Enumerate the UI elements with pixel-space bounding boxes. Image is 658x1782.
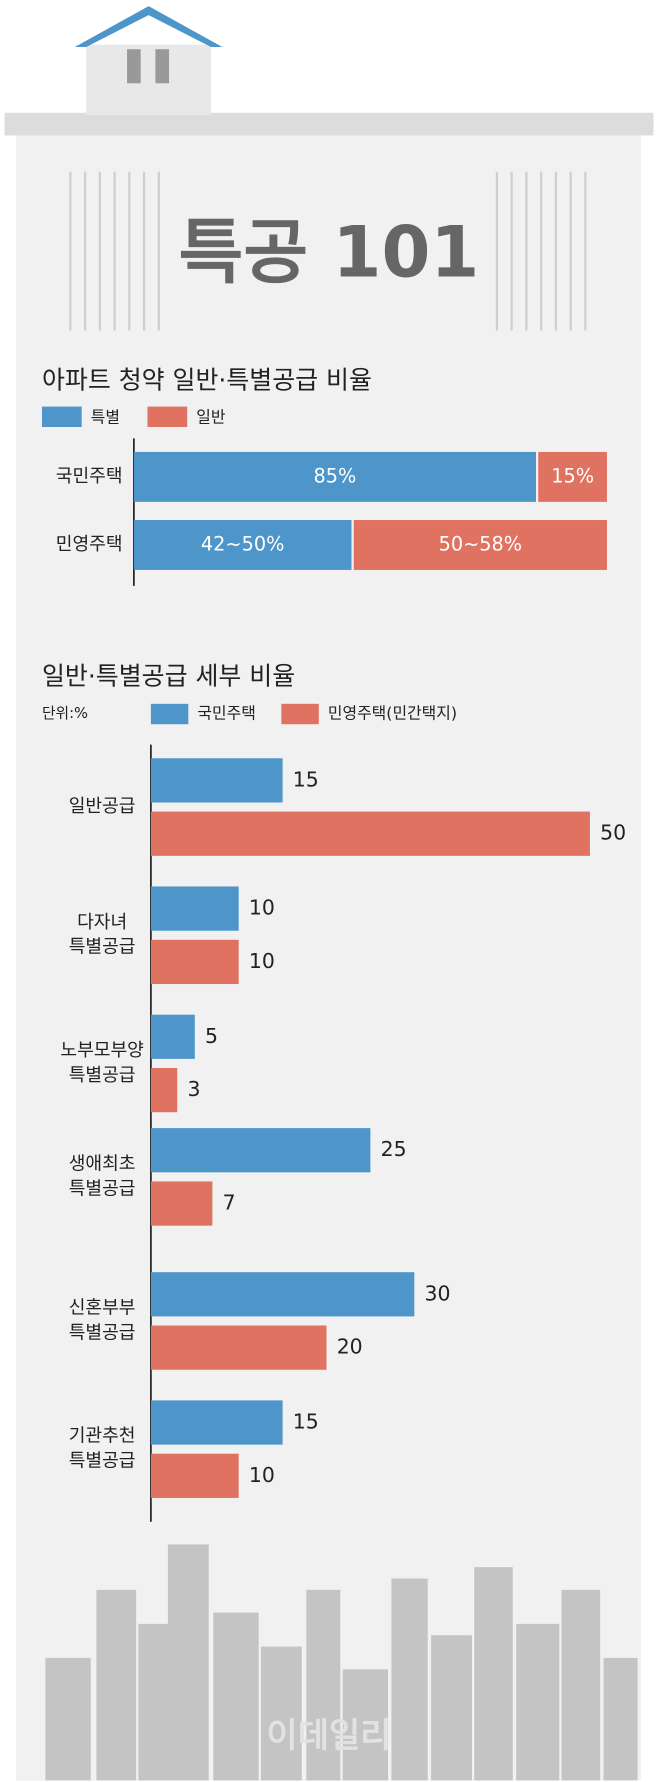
unit-label: 단위:% bbox=[42, 705, 88, 722]
value-label: 50 bbox=[600, 821, 626, 845]
value-label: 15% bbox=[551, 464, 594, 487]
legend-swatch bbox=[150, 703, 189, 725]
category-label: 특별공급 bbox=[69, 1322, 136, 1343]
bar bbox=[150, 1272, 415, 1317]
bar bbox=[150, 1400, 283, 1445]
value-label: 10 bbox=[249, 896, 275, 920]
category-label: 노부모부양 bbox=[60, 1040, 144, 1061]
bar bbox=[150, 886, 239, 931]
watermark: 이데일리 bbox=[266, 1716, 391, 1756]
value-label: 20 bbox=[337, 1335, 363, 1359]
chart-title: 일반·특별공급 세부 비율 bbox=[42, 662, 295, 691]
bar-segment bbox=[538, 451, 607, 502]
bar bbox=[150, 939, 239, 985]
legend-swatch bbox=[147, 406, 188, 427]
category-label: 민영주택 bbox=[56, 534, 123, 555]
category-label: 일반공급 bbox=[69, 796, 136, 817]
legend-label: 특별 bbox=[91, 407, 120, 426]
value-label: 7 bbox=[223, 1191, 236, 1215]
value-label: 3 bbox=[187, 1077, 200, 1101]
bar bbox=[150, 1325, 327, 1370]
value-label: 85% bbox=[314, 464, 357, 487]
value-label: 10 bbox=[249, 1463, 275, 1487]
value-label: 30 bbox=[425, 1281, 451, 1305]
bar bbox=[150, 1128, 371, 1173]
background bbox=[4, 6, 654, 1781]
legend-swatch bbox=[281, 703, 319, 725]
value-label: 42~50% bbox=[201, 532, 284, 555]
legend-swatch bbox=[41, 406, 82, 427]
legend-label: 일반 bbox=[196, 407, 226, 426]
category-label: 특별공급 bbox=[69, 1178, 136, 1199]
page-title: 특공 101 bbox=[179, 211, 480, 293]
category-label: 기관추천 bbox=[69, 1426, 136, 1447]
bar bbox=[150, 758, 283, 803]
bar-segment bbox=[133, 520, 352, 570]
bar bbox=[150, 1181, 213, 1226]
value-label: 50~58% bbox=[439, 532, 522, 555]
value-label: 15 bbox=[293, 767, 319, 791]
value-label: 5 bbox=[205, 1024, 218, 1048]
legend-label: 민영주택(민간택지) bbox=[328, 704, 457, 723]
category-label: 생애최초 bbox=[69, 1153, 136, 1174]
legend-label: 국민주택 bbox=[197, 704, 255, 723]
value-label: 15 bbox=[293, 1410, 319, 1434]
bar-segment bbox=[353, 520, 607, 570]
value-label: 10 bbox=[249, 949, 275, 973]
bar bbox=[150, 1014, 195, 1059]
category-label: 특별공급 bbox=[69, 937, 136, 958]
chart-title: 아파트 청약 일반·특별공급 비율 bbox=[42, 366, 372, 395]
category-label: 다자녀 bbox=[77, 912, 127, 933]
category-label: 특별공급 bbox=[69, 1065, 136, 1086]
bar bbox=[150, 811, 590, 856]
category-label: 신혼부부 bbox=[69, 1297, 136, 1318]
bar-segment bbox=[133, 451, 536, 502]
bar bbox=[150, 1453, 239, 1498]
category-label: 특별공급 bbox=[69, 1451, 136, 1472]
category-label: 국민주택 bbox=[56, 466, 123, 487]
value-label: 25 bbox=[381, 1137, 407, 1161]
bar bbox=[150, 1067, 178, 1113]
